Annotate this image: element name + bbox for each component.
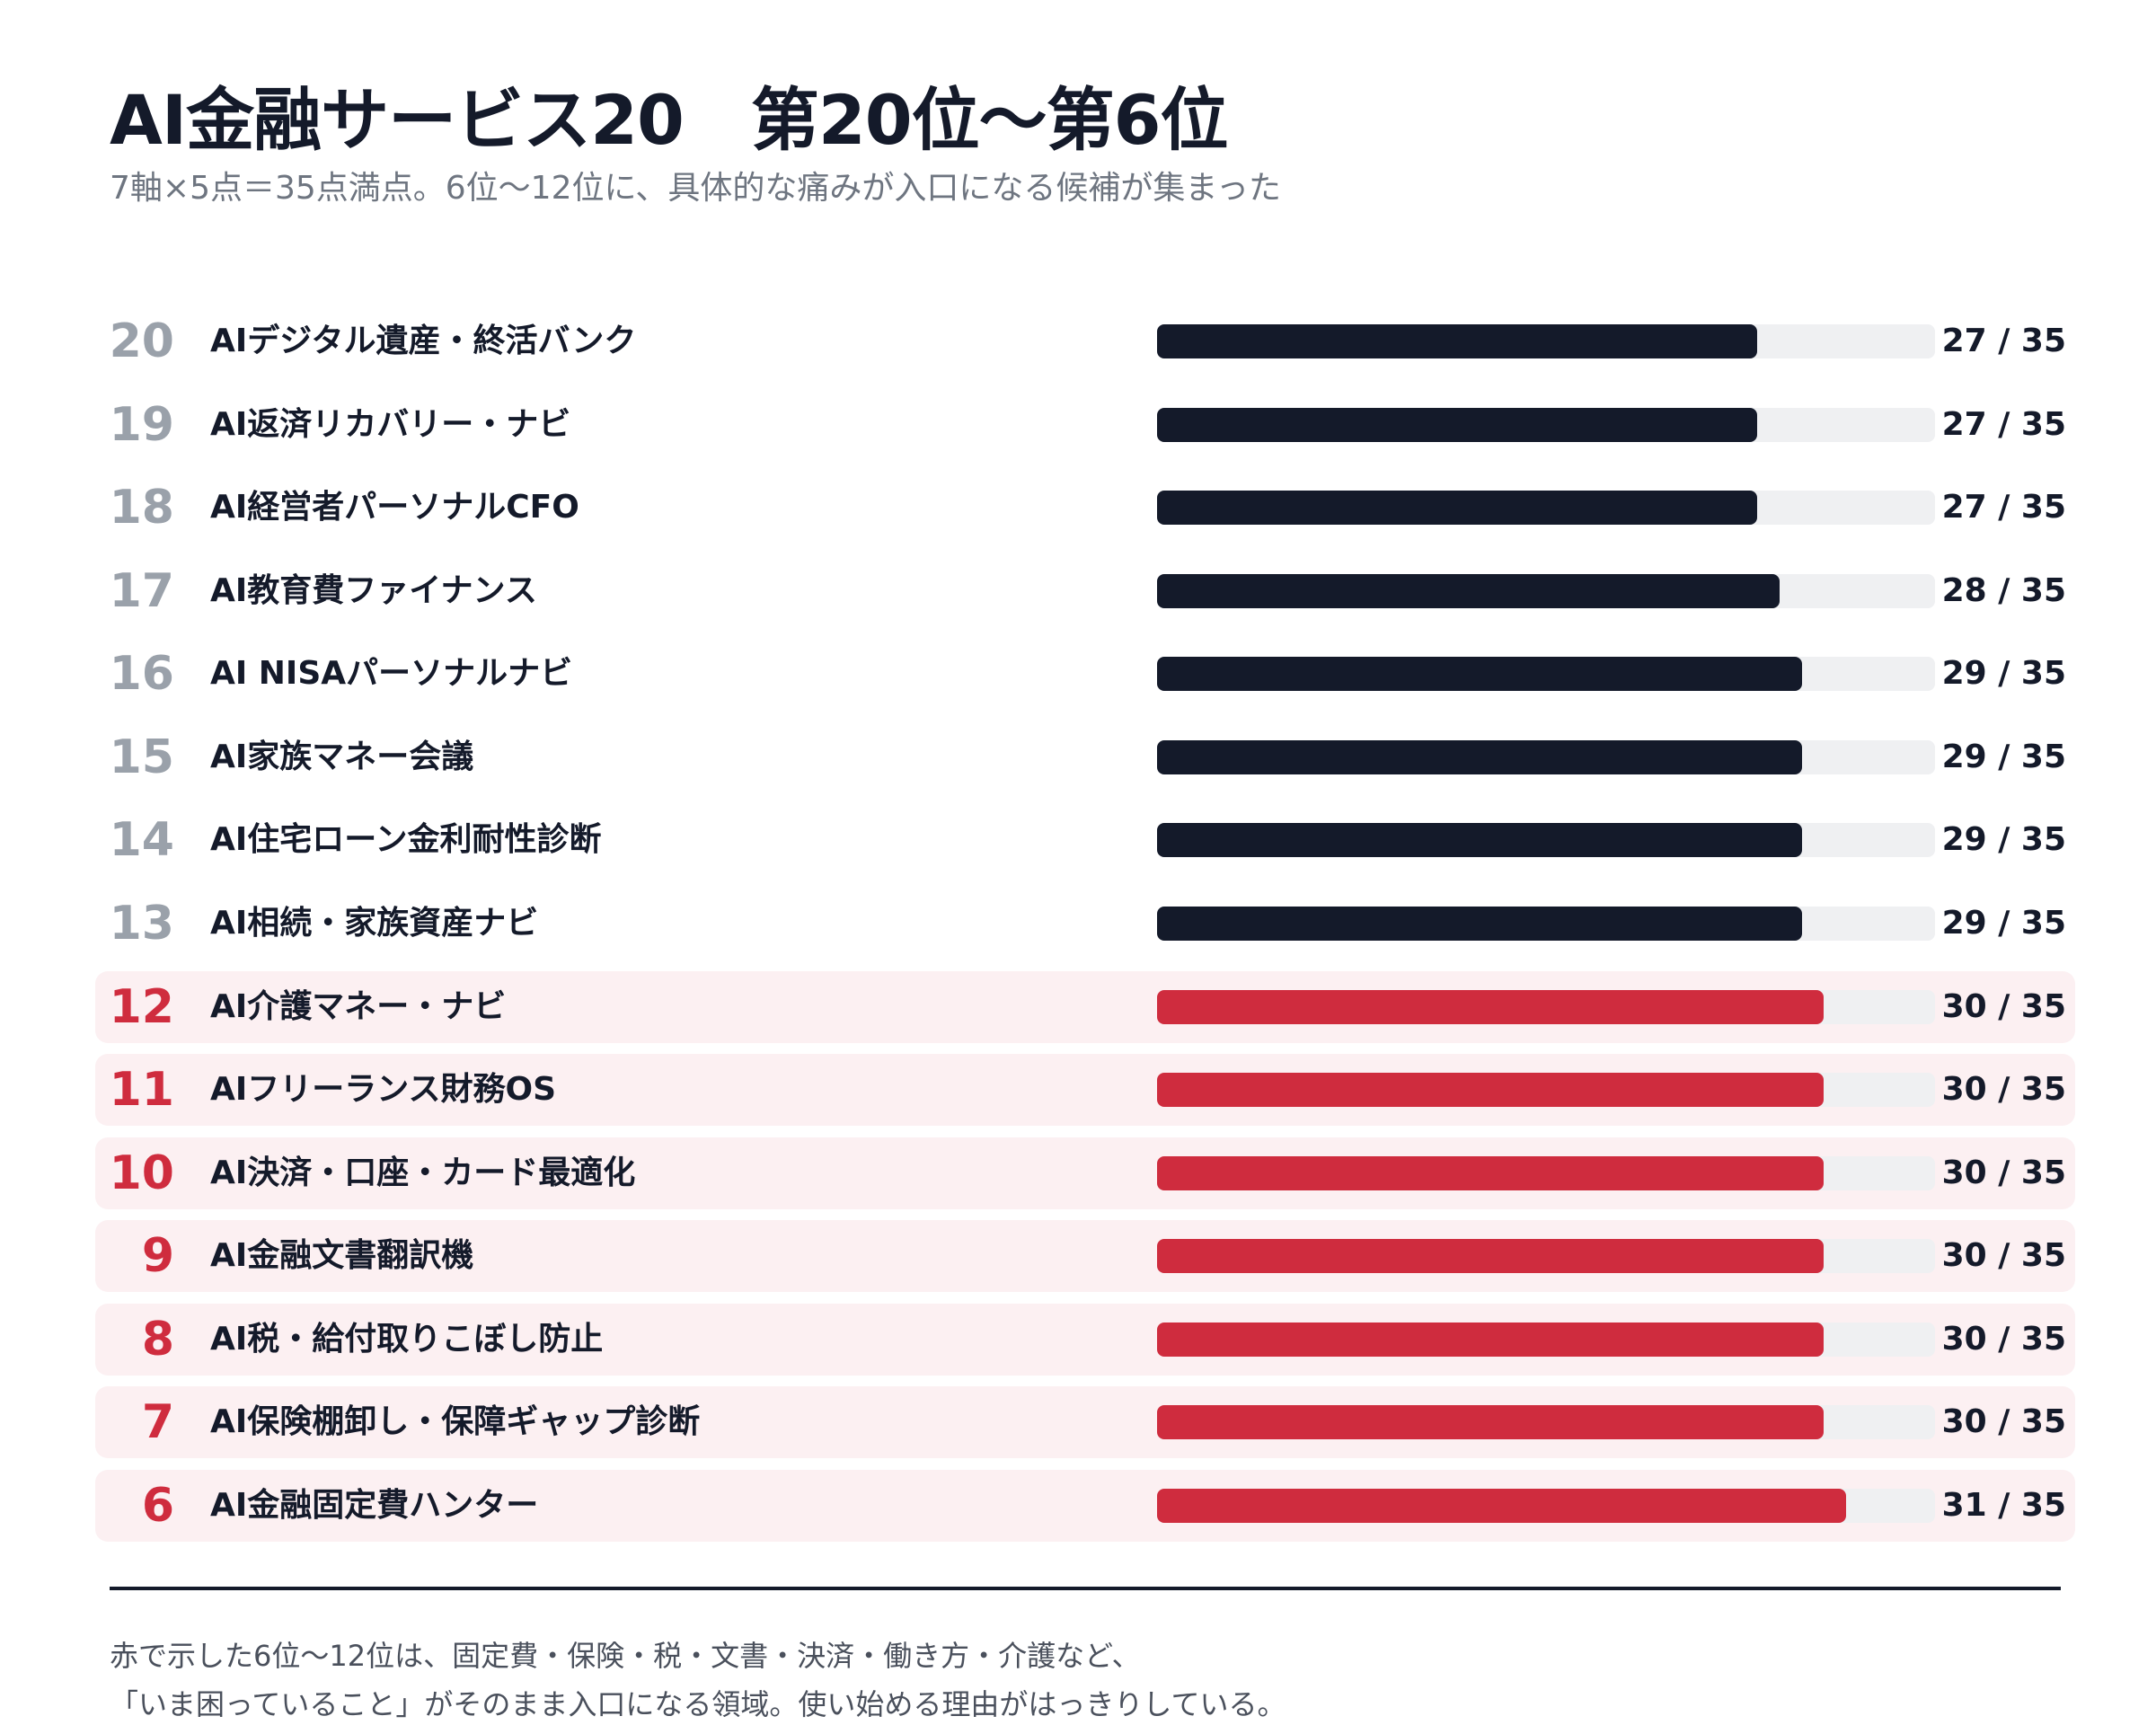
service-name: AI保険棚卸し・保障ギャップ診断 [210, 1403, 701, 1440]
bar-track [1157, 491, 1935, 525]
chart-row: 16 AI NISAパーソナルナビ 29 / 35 [95, 638, 2075, 710]
chart-row: 17 AI教育費ファイナンス 28 / 35 [95, 555, 2075, 627]
rank-number: 14 [109, 813, 174, 867]
bar-track [1157, 1405, 1935, 1439]
score-label: 30 / 35 [1941, 1237, 2066, 1274]
chart-row: 19 AI返済リカバリー・ナビ 27 / 35 [95, 389, 2075, 461]
service-name: AIフリーランス財務OS [210, 1071, 557, 1108]
bar-fill [1157, 907, 1802, 941]
bar-track [1157, 1489, 1935, 1523]
bar-fill [1157, 1322, 1824, 1357]
chart-row: 9 AI金融文書翻訳機 30 / 35 [95, 1220, 2075, 1292]
bar-fill [1157, 574, 1780, 608]
chart-row: 8 AI税・給付取りこぼし防止 30 / 35 [95, 1304, 2075, 1376]
rank-number: 12 [109, 980, 174, 1034]
service-name: AI税・給付取りこぼし防止 [210, 1321, 604, 1358]
score-label: 29 / 35 [1941, 739, 2066, 775]
bar-track [1157, 324, 1935, 358]
score-label: 31 / 35 [1941, 1487, 2066, 1524]
bar-fill [1157, 1073, 1824, 1107]
page-title: AI金融サービス20 第20位〜第6位 [110, 80, 1228, 160]
service-name: AI金融文書翻訳機 [210, 1237, 474, 1274]
rank-number: 13 [109, 897, 174, 951]
bar-fill [1157, 408, 1757, 442]
divider [110, 1587, 2061, 1590]
service-name: AI相続・家族資産ナビ [210, 905, 539, 942]
chart-row: 10 AI決済・口座・カード最適化 30 / 35 [95, 1137, 2075, 1209]
score-label: 27 / 35 [1941, 323, 2066, 359]
bar-track [1157, 823, 1935, 857]
bar-fill [1157, 823, 1802, 857]
score-label: 30 / 35 [1941, 1154, 2066, 1191]
service-name: AI金融固定費ハンター [210, 1487, 539, 1524]
bar-fill [1157, 740, 1802, 774]
rank-number: 11 [109, 1063, 174, 1117]
bar-fill [1157, 990, 1824, 1024]
rank-number: 15 [109, 730, 174, 784]
score-label: 29 / 35 [1941, 655, 2066, 692]
footer-note-line-2: 「いま困っていること」がそのまま入口になる領域。使い始める理由がはっきりしている… [110, 1687, 1286, 1721]
service-name: AIデジタル遺産・終活バンク [210, 323, 637, 359]
footer-note-line-1: 赤で示した6位〜12位は、固定費・保険・税・文書・決済・働き方・介護など、 [110, 1639, 1141, 1673]
service-name: AI住宅ローン金利耐性診断 [210, 821, 602, 858]
score-label: 30 / 35 [1941, 988, 2066, 1025]
rank-number: 17 [109, 564, 174, 618]
rank-number: 20 [109, 314, 174, 368]
chart-row: 6 AI金融固定費ハンター 31 / 35 [95, 1470, 2075, 1542]
service-name: AI返済リカバリー・ナビ [210, 406, 571, 443]
bar-track [1157, 990, 1935, 1024]
chart-row: 18 AI経営者パーソナルCFO 27 / 35 [95, 472, 2075, 544]
score-label: 30 / 35 [1941, 1403, 2066, 1440]
rank-number: 16 [109, 647, 174, 701]
score-label: 29 / 35 [1941, 821, 2066, 858]
chart-row: 14 AI住宅ローン金利耐性診断 29 / 35 [95, 804, 2075, 876]
rank-number: 10 [109, 1146, 174, 1200]
score-label: 28 / 35 [1941, 572, 2066, 609]
bar-track [1157, 907, 1935, 941]
rank-number: 9 [141, 1229, 174, 1283]
rank-number: 8 [141, 1313, 174, 1367]
bar-fill [1157, 1156, 1824, 1190]
service-name: AI介護マネー・ナビ [210, 988, 507, 1025]
bar-track [1157, 574, 1935, 608]
bar-track [1157, 408, 1935, 442]
chart-row: 7 AI保険棚卸し・保障ギャップ診断 30 / 35 [95, 1386, 2075, 1458]
bar-fill [1157, 491, 1757, 525]
bar-fill [1157, 657, 1802, 691]
rank-number: 19 [109, 398, 174, 452]
score-label: 27 / 35 [1941, 489, 2066, 526]
score-label: 29 / 35 [1941, 905, 2066, 942]
score-label: 30 / 35 [1941, 1321, 2066, 1358]
score-label: 30 / 35 [1941, 1071, 2066, 1108]
bar-track [1157, 1322, 1935, 1357]
service-name: AI経営者パーソナルCFO [210, 489, 579, 526]
service-name: AI NISAパーソナルナビ [210, 655, 573, 692]
rank-number: 18 [109, 481, 174, 535]
bar-fill [1157, 1489, 1846, 1523]
service-name: AI家族マネー会議 [210, 739, 474, 775]
chart-row: 20 AIデジタル遺産・終活バンク 27 / 35 [95, 305, 2075, 377]
bar-track [1157, 657, 1935, 691]
bar-track [1157, 1073, 1935, 1107]
bar-fill [1157, 1405, 1824, 1439]
bar-fill [1157, 1239, 1824, 1273]
chart-row: 13 AI相続・家族資産ナビ 29 / 35 [95, 888, 2075, 960]
service-name: AI決済・口座・カード最適化 [210, 1154, 636, 1191]
rank-number: 6 [141, 1479, 174, 1533]
bar-fill [1157, 324, 1757, 358]
chart-row: 12 AI介護マネー・ナビ 30 / 35 [95, 971, 2075, 1043]
service-name: AI教育費ファイナンス [210, 572, 537, 609]
rank-number: 7 [141, 1395, 174, 1449]
bar-track [1157, 1239, 1935, 1273]
chart-row: 15 AI家族マネー会議 29 / 35 [95, 721, 2075, 793]
page-subtitle: 7軸×5点＝35点満点。6位〜12位に、具体的な痛みが入口になる候補が集まった [110, 170, 1281, 207]
chart-row: 11 AIフリーランス財務OS 30 / 35 [95, 1054, 2075, 1126]
bar-track [1157, 740, 1935, 774]
bar-track [1157, 1156, 1935, 1190]
score-label: 27 / 35 [1941, 406, 2066, 443]
